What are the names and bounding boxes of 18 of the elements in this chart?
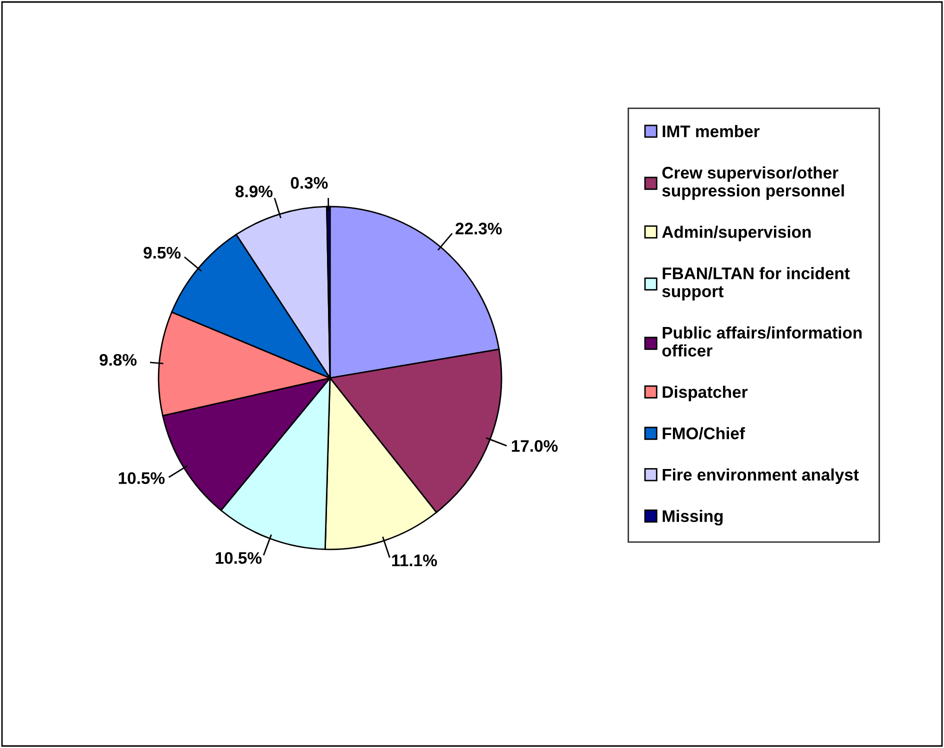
legend-label: IMT member — [662, 125, 760, 138]
legend-label: Admin/supervision — [662, 226, 811, 242]
data-label: 9.5% — [144, 246, 181, 259]
data-label: 8.9% — [236, 186, 273, 198]
legend-label: Crew supervisor/other suppression personnel — [662, 166, 844, 200]
data-label: 10.5% — [118, 472, 165, 484]
data-label: 0.3% — [290, 176, 328, 189]
data-label: 17.0% — [512, 440, 558, 452]
data-label: 22.3% — [456, 222, 502, 234]
data-label: 11.1% — [392, 554, 437, 566]
legend-label: Fire environment analyst — [662, 468, 859, 484]
legend-label: Dispatcher — [662, 386, 748, 402]
data-label: 10.5% — [216, 552, 262, 564]
legend-label: FBAN/LTAN for incident support — [662, 267, 850, 301]
data-label: 9.8% — [100, 354, 137, 366]
legend-label: FMO/Chief — [662, 427, 746, 440]
legend-label: Public affairs/information officer — [662, 326, 862, 357]
legend-label: Missing — [662, 510, 723, 526]
